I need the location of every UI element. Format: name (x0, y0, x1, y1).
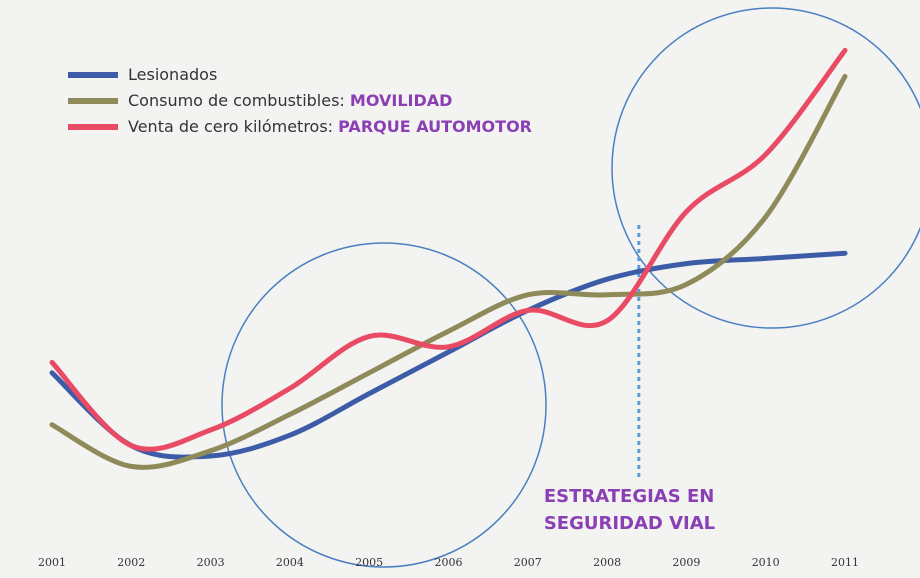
x-tick-label: 2005 (355, 556, 383, 569)
legend-name: Lesionados (128, 65, 217, 84)
annotation: SEGURIDAD VIAL (544, 513, 715, 534)
legend-label: Lesionados (128, 65, 217, 84)
x-tick-label: 2011 (831, 556, 859, 569)
x-tick-label: 2006 (435, 556, 463, 569)
legend-label: Consumo de combustibles: MOVILIDAD (128, 91, 452, 110)
x-tick-label: 2003 (197, 556, 225, 569)
x-tick-label: 2001 (38, 556, 66, 569)
x-tick-label: 2008 (593, 556, 621, 569)
x-tick-label: 2002 (117, 556, 145, 569)
annotation: ESTRATEGIAS EN (544, 486, 715, 507)
x-tick-label: 2004 (276, 556, 304, 569)
series-line (49, 250, 848, 460)
legend-name: Venta de cero kilómetros: (128, 117, 333, 136)
legend-tag: PARQUE AUTOMOTOR (338, 117, 532, 136)
x-tick-label: 2007 (514, 556, 542, 569)
x-tick-label: 2010 (752, 556, 780, 569)
highlight-circle (221, 242, 547, 568)
series-line (49, 73, 848, 470)
highlight-circle (611, 7, 920, 329)
legend-name: Consumo de combustibles: (128, 91, 345, 110)
legend-tag: MOVILIDAD (350, 91, 453, 110)
legend-label: Venta de cero kilómetros: PARQUE AUTOMOT… (128, 117, 532, 136)
x-tick-label: 2009 (672, 556, 700, 569)
series-line (49, 47, 848, 452)
